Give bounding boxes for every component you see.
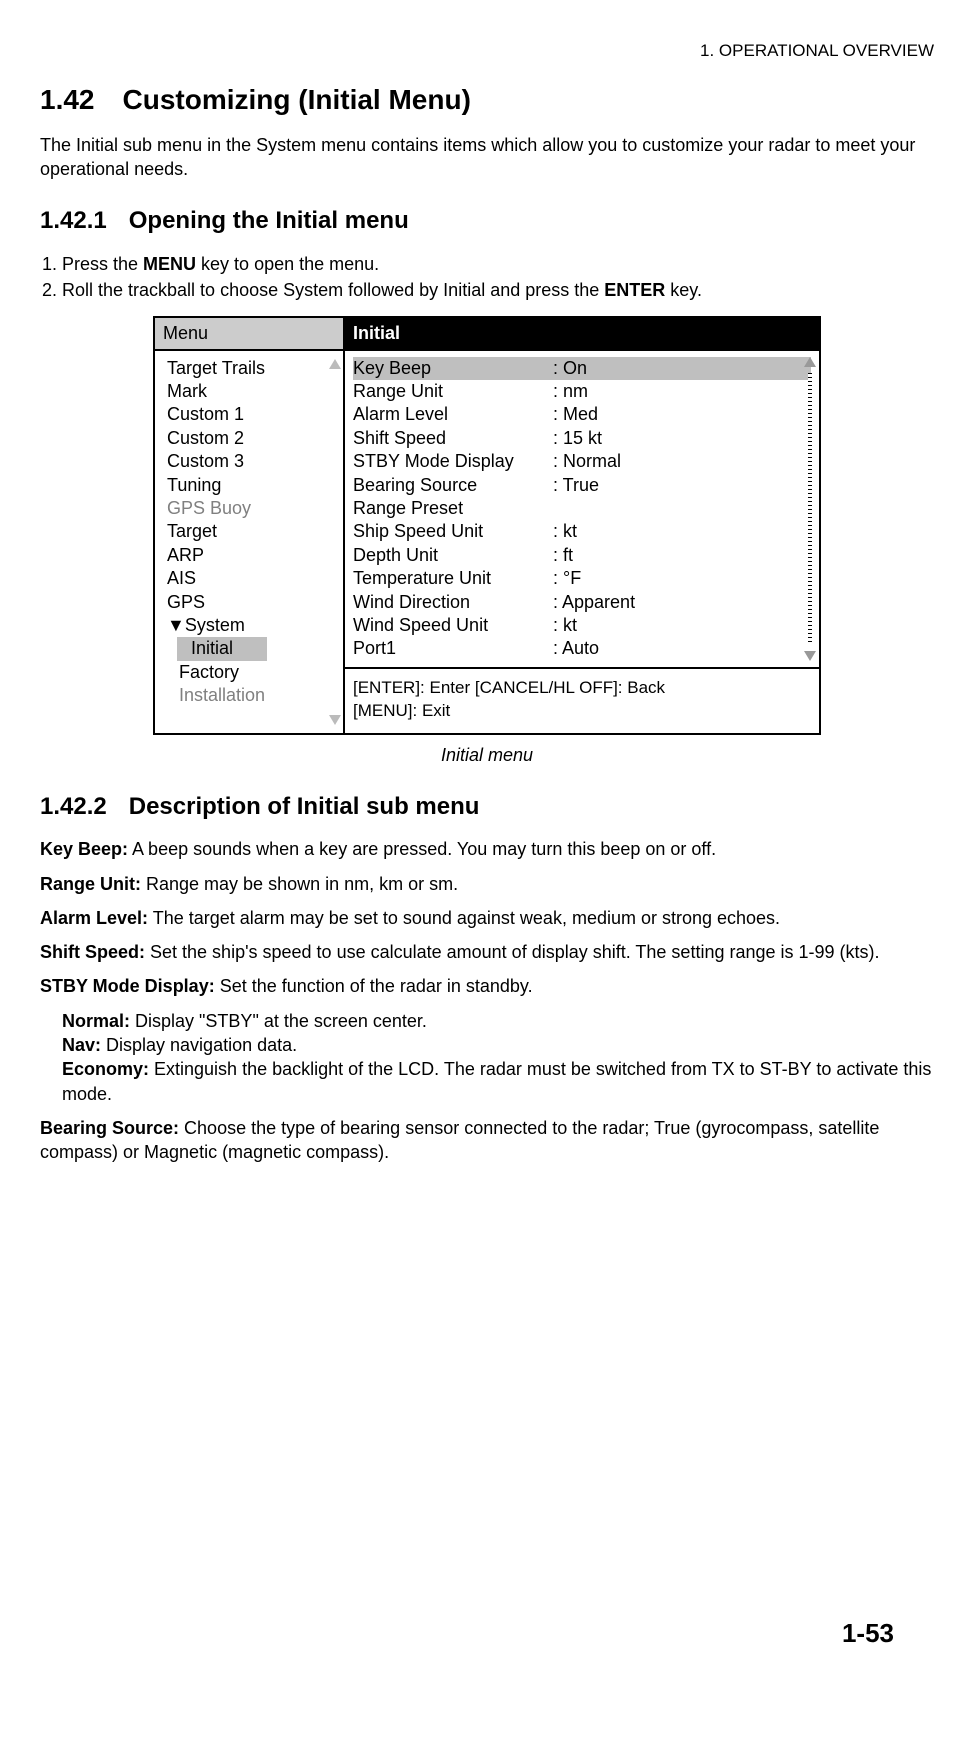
menu-right-value: : 15 kt [553,427,602,450]
menu-left-item: ARP [167,544,333,567]
menu-right-value: : ft [553,544,573,567]
step-1: Press the MENU key to open the menu. [62,252,934,276]
subsection-2-number: 1.42.2 [40,791,107,823]
menu-left-subitem: Installation [167,684,333,707]
menu-right-row: Wind Speed Unit: kt [353,614,811,637]
menu-header-right: Initial [345,318,819,348]
initial-menu-figure: Menu Initial Target TrailsMarkCustom 1Cu… [153,316,821,734]
menu-right-row: Shift Speed: 15 kt [353,427,811,450]
menu-right-label: Wind Speed Unit [353,614,553,637]
menu-right-value: : nm [553,380,588,403]
menu-hint-1: [ENTER]: Enter [CANCEL/HL OFF]: Back [353,677,811,700]
desc-bearing-label: Bearing Source: [40,1118,179,1138]
menu-right-label: Depth Unit [353,544,553,567]
menu-right-value: : °F [553,567,581,590]
menu-right-label: Shift Speed [353,427,553,450]
desc-keybeep-label: Key Beep: [40,839,128,859]
menu-right-value: : Auto [553,637,599,660]
page-number: 1-53 [842,1616,894,1651]
left-scrollbar [329,357,341,727]
menu-left-item: GPS Buoy [167,497,333,520]
section-heading: 1.42 Customizing (Initial Menu) [40,81,934,119]
step-2: Roll the trackball to choose System foll… [62,278,934,302]
menu-right-label: Temperature Unit [353,567,553,590]
menu-right-label: Range Preset [353,497,553,520]
menu-left-selected: Initial [177,637,267,660]
menu-left-subitem: Factory [167,661,333,684]
menu-right-row: Range Preset [353,497,811,520]
menu-left-item: Mark [167,380,333,403]
desc-shift-label: Shift Speed: [40,942,145,962]
menu-left-item: Custom 2 [167,427,333,450]
menu-hint-2: [MENU]: Exit [353,700,811,723]
menu-right-value: : Apparent [553,591,635,614]
menu-right-row: STBY Mode Display: Normal [353,450,811,473]
desc-stby-options: Normal: Display "STBY" at the screen cen… [62,1009,934,1106]
subsection-2-heading: 1.42.2 Description of Initial sub menu [40,791,934,823]
menu-right-row: Depth Unit: ft [353,544,811,567]
scroll-down-icon [329,715,341,725]
menu-right-label: Ship Speed Unit [353,520,553,543]
chapter-header: 1. OPERATIONAL OVERVIEW [40,40,934,63]
menu-right-row: Ship Speed Unit: kt [353,520,811,543]
section-title: Customizing (Initial Menu) [123,84,471,115]
menu-right-value: : True [553,474,599,497]
menu-right-row: Alarm Level: Med [353,403,811,426]
subsection-1-title: Opening the Initial menu [129,207,409,234]
menu-left-item: Target Trails [167,357,333,380]
menu-right-label: Alarm Level [353,403,553,426]
menu-left-item: Tuning [167,474,333,497]
desc-stby-text: Set the function of the radar in standby… [215,976,533,996]
desc-keybeep-text: A beep sounds when a key are pressed. Yo… [128,839,716,859]
menu-right-row: Temperature Unit: °F [353,567,811,590]
desc-stby-label: STBY Mode Display: [40,976,215,996]
menu-left-item: ▼System [167,614,333,637]
menu-right-panel: Key Beep: OnRange Unit: nmAlarm Level: M… [345,351,819,733]
subsection-1-heading: 1.42.1 Opening the Initial menu [40,205,934,237]
desc-range-text: Range may be shown in nm, km or sm. [141,874,458,894]
menu-right-label: Key Beep [353,357,553,380]
menu-right-value: : Normal [553,450,621,473]
menu-right-row: Port1: Auto [353,637,811,660]
menu-right-row: Range Unit: nm [353,380,811,403]
desc-alarm-text: The target alarm may be set to sound aga… [148,908,780,928]
menu-right-label: Bearing Source [353,474,553,497]
menu-right-row: Key Beep: On [353,357,811,380]
menu-right-value: : Med [553,403,598,426]
menu-header-left: Menu [155,318,345,348]
section-lead: The Initial sub menu in the System menu … [40,133,934,182]
menu-right-row: Wind Direction: Apparent [353,591,811,614]
menu-right-label: Range Unit [353,380,553,403]
scroll-down-icon [804,651,816,661]
menu-right-label: Wind Direction [353,591,553,614]
menu-left-item: Custom 1 [167,403,333,426]
menu-right-value: : kt [553,520,577,543]
menu-right-label: Port1 [353,637,553,660]
figure-caption: Initial menu [40,743,934,767]
subsection-1-number: 1.42.1 [40,205,107,237]
desc-alarm-label: Alarm Level: [40,908,148,928]
menu-left-item: Custom 3 [167,450,333,473]
desc-shift-text: Set the ship's speed to use calculate am… [145,942,880,962]
right-scrollbar [803,355,817,663]
scroll-up-icon [329,359,341,369]
subsection-2-title: Description of Initial sub menu [129,793,480,820]
section-number: 1.42 [40,81,95,119]
steps-list: Press the MENU key to open the menu. Rol… [62,252,934,303]
scroll-track [808,373,812,645]
menu-right-label: STBY Mode Display [353,450,553,473]
menu-left-panel: Target TrailsMarkCustom 1Custom 2Custom … [155,351,345,733]
scroll-up-icon [804,357,816,367]
menu-hints: [ENTER]: Enter [CANCEL/HL OFF]: Back [ME… [345,669,819,733]
menu-right-value: : kt [553,614,577,637]
menu-left-item: AIS [167,567,333,590]
menu-left-item: Target [167,520,333,543]
desc-range-label: Range Unit: [40,874,141,894]
menu-right-row: Bearing Source: True [353,474,811,497]
description-block: Key Beep: A beep sounds when a key are p… [40,837,934,1164]
menu-left-item: GPS [167,591,333,614]
menu-right-value: : On [553,357,587,380]
